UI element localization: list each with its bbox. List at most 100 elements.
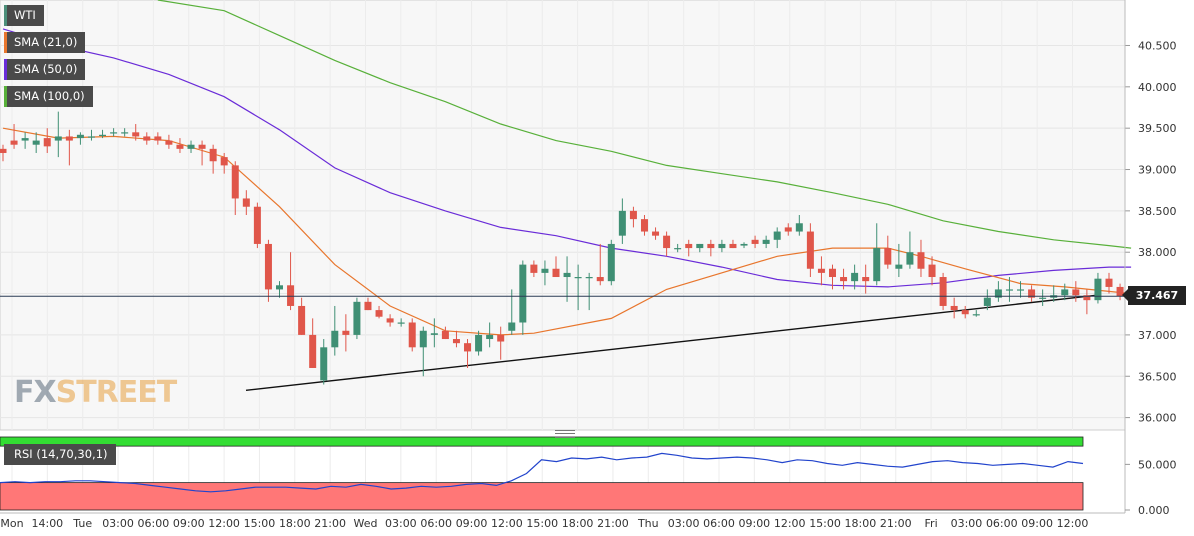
candle-body [806,231,814,269]
candle-body [751,239,759,244]
candle-body [519,264,527,323]
sma21-line [2,127,1132,336]
sma100-swatch [4,86,7,107]
candle-body [674,248,682,250]
sma50-swatch [4,59,7,80]
candle-body [10,140,18,145]
candle-body [629,210,637,220]
last-price-tag: 37.467 [1122,286,1186,305]
candle-body [552,268,560,278]
candle-body [375,310,383,317]
candle-body [1017,289,1025,291]
time-tick-label: 12:00 [208,517,240,530]
candle-body [99,134,107,136]
time-tick-label: 06:00 [986,517,1018,530]
axes: 40.50040.00039.50039.00038.50038.00037.5… [0,0,1177,530]
candle-body [585,277,593,279]
candle-body [950,305,958,311]
candle-body [497,334,505,342]
candle-body [906,252,914,265]
candle-body [430,333,438,335]
time-tick-label: 18:00 [279,517,311,530]
candle-body [242,198,250,207]
candlestick-series [0,111,1124,385]
price-panel-bg [0,0,1126,431]
candle-body [994,289,1002,298]
candle-body [773,231,781,240]
time-tick-label: 03:00 [951,517,983,530]
candle-body [884,248,892,265]
candle-body [132,132,140,137]
candle-body [762,239,770,244]
candle-body [110,132,118,134]
candle-body [640,219,648,232]
time-tick-label: Thu [637,517,659,530]
candle-body [618,210,626,236]
candle-body [342,330,350,335]
grid-lines [0,0,1126,510]
candle-body [1005,289,1013,291]
rsi-oversold-zone [0,482,1084,511]
candle-body [817,268,825,273]
candle-body [220,157,228,166]
price-tick-label: 36.500 [1138,370,1177,383]
fxstreet-logo: FXSTREET [14,375,177,410]
candle-body [895,264,903,269]
price-tick-label: 40.500 [1138,39,1177,52]
time-tick-label: 14:00 [31,517,63,530]
price-tick-label: 38.000 [1138,246,1177,259]
candle-body [652,231,660,236]
time-tick-label: 06:00 [138,517,170,530]
legend-sma100[interactable]: SMA (100,0) [4,86,93,107]
time-tick-label: 06:00 [420,517,452,530]
candle-body [154,136,162,141]
panel-resize-handle[interactable] [555,430,575,438]
candle-body [696,243,704,249]
candle-body [530,264,538,273]
time-tick-label: 12:00 [491,517,523,530]
time-tick-label: 09:00 [738,517,770,530]
candle-body [397,322,405,324]
candle-body [829,268,836,278]
candle-body [862,277,870,282]
sma50-line [2,28,1132,288]
candle-body [1105,278,1113,287]
legend-sma50[interactable]: SMA (50,0) [4,59,86,80]
candle-body [331,330,339,348]
candle-body [1028,289,1036,298]
price-tick-label: 40.000 [1138,81,1177,94]
candle-body [253,206,261,244]
candle-body [795,223,803,232]
candle-body [187,144,195,149]
candle-body [1083,295,1091,301]
candle-body [408,322,416,348]
time-tick-label: 09:00 [173,517,205,530]
candle-body [76,134,84,139]
candle-body [663,235,671,249]
candle-body [276,285,283,290]
candle-body [198,144,206,149]
candle-body [176,144,184,149]
price-tick-label: 37.000 [1138,329,1177,342]
candle-body [718,243,726,249]
time-tick-label: 21:00 [880,517,912,530]
trendline[interactable] [245,294,1098,392]
legend-rsi[interactable]: RSI (14,70,30,1) [4,444,116,465]
candle-body [961,310,969,315]
legend-sma21[interactable]: SMA (21,0) [4,32,86,53]
rsi-tick-label: 0.000 [1138,504,1170,517]
legend-wti[interactable]: WTI [4,5,44,26]
candle-body [840,277,848,282]
candle-body [685,243,693,249]
candle-body [143,136,151,141]
time-tick-label: 15:00 [244,517,276,530]
candle-body [729,243,737,249]
candle-body [917,252,925,269]
candle-body [364,301,372,311]
candle-body [707,243,715,249]
candle-body [574,277,582,279]
time-tick-label: 21:00 [314,517,346,530]
candle-body [972,314,980,316]
wti-swatch [4,5,7,26]
